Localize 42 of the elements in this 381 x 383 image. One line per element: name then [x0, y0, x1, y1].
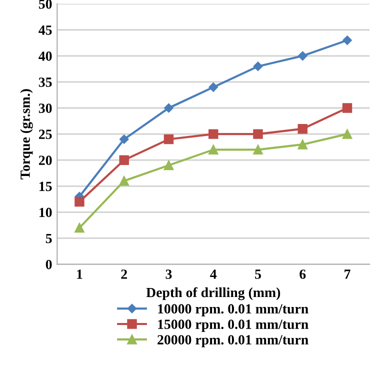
- point: [119, 155, 129, 165]
- x-tick-label: 4: [210, 270, 217, 279]
- y-tick-label: 25: [38, 130, 52, 140]
- point: [298, 140, 308, 150]
- point: [119, 134, 129, 144]
- y-tick-label: 35: [38, 78, 52, 87]
- y-tick-label: 40: [38, 52, 52, 61]
- y-axis-title: Torque (gr.sm.): [20, 89, 33, 180]
- y-tick-label: 10: [40, 208, 52, 218]
- y-tick-label: 5: [46, 234, 52, 244]
- point: [74, 222, 84, 233]
- y-tick-label: 30: [38, 104, 52, 113]
- legend-label: 20000 rpm. 0.01 mm/turn: [158, 335, 308, 348]
- point: [253, 129, 263, 139]
- point: [208, 144, 218, 155]
- point: [298, 124, 308, 134]
- x-axis-title: Depth of drilling (mm): [146, 287, 280, 300]
- legend-label: 10000 rpm. 0.01 mm/turn: [158, 304, 308, 316]
- point: [342, 129, 352, 139]
- point: [164, 160, 174, 170]
- legend-label: 15000 rpm. 0.01 mm/turn: [158, 320, 308, 332]
- x-tick-label: 2: [121, 270, 127, 279]
- point: [74, 196, 84, 207]
- y-tick-label: 15: [40, 182, 52, 192]
- x-tick-label: 5: [255, 270, 261, 279]
- point: [342, 103, 352, 113]
- y-tick-label: 20: [38, 156, 52, 166]
- point: [164, 103, 174, 113]
- x-tick-label: 3: [166, 270, 172, 279]
- x-tick-label: 6: [300, 270, 306, 279]
- x-tick-label: 7: [344, 270, 350, 279]
- y-tick-label: 0: [46, 260, 52, 270]
- point: [208, 82, 218, 92]
- point: [208, 129, 218, 139]
- point: [342, 36, 352, 45]
- point: [119, 176, 129, 186]
- point: [298, 51, 308, 61]
- y-tick-label: 45: [38, 26, 52, 35]
- point: [164, 134, 174, 144]
- point: [253, 144, 263, 155]
- point: [253, 62, 263, 71]
- x-tick-label: 1: [77, 270, 82, 279]
